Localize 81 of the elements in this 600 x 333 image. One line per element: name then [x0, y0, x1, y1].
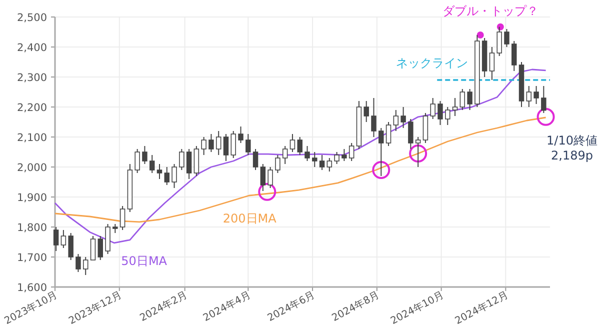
candlestick [246, 134, 251, 156]
candlestick [252, 148, 258, 170]
candlestick [526, 86, 532, 108]
annotation: ネックライン [396, 56, 468, 70]
candlestick [319, 154, 325, 170]
candlestick [393, 110, 399, 132]
annotation: ダブル・トップ？ [442, 4, 538, 18]
candlestick [149, 154, 155, 174]
candlestick [445, 106, 450, 126]
candlestick [208, 134, 214, 152]
candlestick [179, 148, 184, 170]
candlestick [460, 88, 466, 110]
y-tick-label: 2,300 [16, 72, 47, 84]
candlestick [334, 152, 340, 164]
point [258, 182, 276, 201]
candlestick [467, 88, 472, 110]
candlestick [378, 128, 384, 176]
y-tick-label: 1,800 [16, 222, 47, 234]
candlestick [452, 98, 458, 116]
candlestick [348, 142, 354, 162]
candlestick [304, 146, 310, 162]
y-tick-label: 1,700 [16, 252, 47, 264]
y-tick-label: 2,200 [16, 102, 47, 114]
candlestick [76, 254, 81, 272]
candlestick [326, 158, 332, 172]
candlestick [82, 256, 88, 276]
candlestick [371, 98, 376, 138]
candlestick [268, 166, 273, 188]
candlestick [156, 164, 162, 180]
point [476, 32, 484, 38]
candlestick [142, 146, 148, 164]
y-tick-label: 2,400 [16, 42, 47, 54]
point [372, 161, 390, 179]
candlestick [422, 112, 428, 144]
candlestick [408, 118, 414, 150]
candlestick [194, 146, 200, 176]
candlestick [534, 86, 539, 104]
candlestick [164, 166, 170, 186]
y-tick-label: 1,600 [16, 282, 47, 294]
point [409, 144, 428, 162]
candlestick [172, 164, 177, 188]
x-tick-label: 2023年12月 [66, 289, 124, 327]
candlestick [223, 134, 229, 162]
candlestick [216, 130, 222, 156]
point [496, 23, 504, 30]
candlestick [98, 236, 103, 260]
candlestick [201, 136, 206, 156]
candlestick [186, 148, 192, 180]
series-label: 200日MA [222, 212, 278, 226]
candlestick [134, 148, 140, 174]
annotation: 1/10終値 2,189p [546, 133, 598, 162]
point [536, 108, 555, 126]
candlestick [260, 164, 266, 192]
candlestick [541, 86, 546, 114]
y-tick-label: 2,000 [16, 162, 47, 174]
candlestick [105, 224, 110, 254]
candlestick [415, 136, 421, 168]
candlestick [504, 28, 510, 48]
candlestick [512, 40, 517, 72]
candlestick [430, 98, 436, 120]
candlestick [282, 146, 288, 164]
candlestick [342, 148, 347, 162]
y-tick-label: 1,900 [16, 192, 47, 204]
candlestick [275, 154, 280, 174]
candlestick [438, 100, 443, 126]
candlestick [68, 232, 74, 260]
candlestick [297, 136, 302, 156]
candlestick [238, 126, 244, 144]
y-tick-label: 2,100 [16, 132, 47, 144]
candlestick [364, 100, 369, 122]
series-label: 50日MA [121, 254, 168, 268]
candlestick [312, 152, 318, 168]
candlestick [489, 46, 495, 80]
y-tick-label: 2,500 [16, 12, 47, 24]
candlestick [230, 130, 236, 158]
candlestick [90, 236, 96, 260]
candlestick [60, 230, 66, 248]
candlestick [120, 206, 126, 230]
candlestick [386, 122, 392, 146]
candlestick [400, 106, 406, 128]
candlestick [290, 134, 296, 152]
